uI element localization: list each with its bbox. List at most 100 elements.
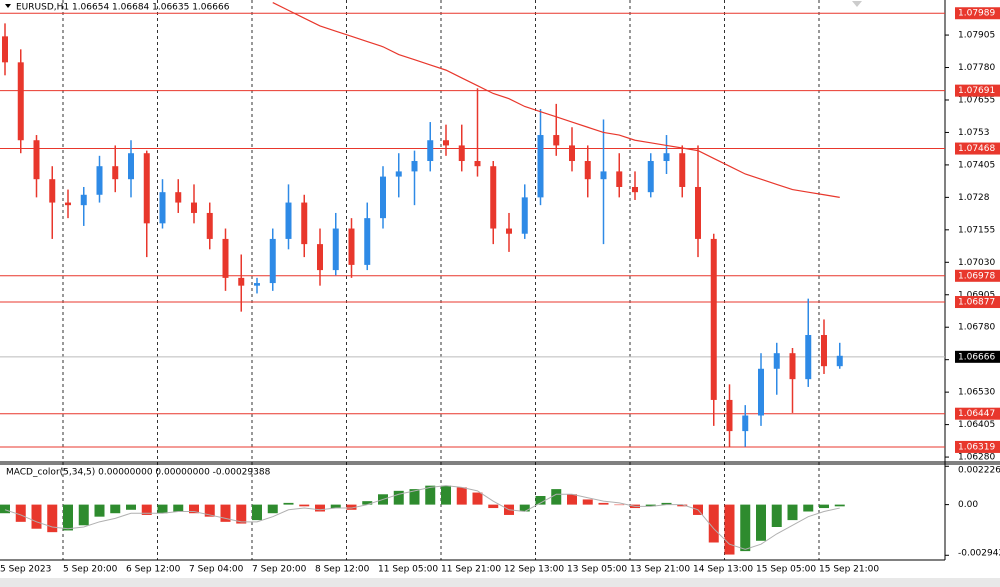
candle-body [789,353,796,380]
y-tick-label: 1.0753 [958,128,990,138]
candle-body [222,238,229,278]
y-tick-label: 1.07155 [958,225,995,235]
candle-body [773,353,780,369]
candle-body [65,202,71,206]
histogram-bar [267,504,278,514]
histogram-bar [346,504,357,510]
candle-body [805,335,812,380]
histogram-bar [393,490,404,505]
level-label-box [955,7,1000,20]
y-tick-label: 0.00 [958,500,978,510]
histogram-bar [567,494,577,505]
histogram-bar [315,504,325,512]
y-tick-label: 1.07780 [958,63,995,73]
candle-body [128,153,134,180]
scroll-arrow[interactable] [852,1,862,7]
candle-body [584,161,591,180]
y-tick-label: 1.06530 [958,388,995,398]
histogram-bar [362,501,373,505]
x-tick-label: 11 Sep 05:00 [378,565,438,575]
level-label: 1.06447 [958,409,995,419]
candle-body [521,197,528,234]
last-price-box [955,350,1000,363]
x-tick-label: 13 Sep 21:00 [630,565,690,575]
level-label: 1.07691 [958,86,995,96]
x-tick-label: 7 Sep 20:00 [252,565,307,575]
level-label: 1.06978 [958,271,995,281]
histogram-bar [756,504,766,541]
level-label-box [955,440,1000,453]
candle-body [679,153,686,187]
candle-body [821,335,827,367]
x-tick-label: 11 Sep 21:00 [441,565,501,575]
y-tick-label: 1.06780 [958,323,995,333]
level-label: 1.07468 [958,144,995,154]
candle-body [96,166,103,195]
y-tick-label: 1.06405 [958,420,995,430]
candle-body [395,171,402,177]
y-tick-label: 1.06905 [958,290,995,300]
histogram-bar [110,504,121,514]
histogram-bar [0,504,10,514]
histogram-bar [189,504,199,514]
x-tick-label: 8 Sep 12:00 [315,565,370,575]
chart-title: EURUSD,H1 1.06654 1.06684 1.06635 1.0666… [16,3,230,13]
x-tick-label: 5 Sep 2023 [0,565,51,575]
histogram-bar [236,504,247,524]
x-tick-label: 15 Sep 05:00 [756,565,816,575]
histogram-bar [94,504,105,517]
candle-body [553,135,560,146]
histogram-bar [409,489,420,505]
histogram-bar [488,504,499,509]
candle-body [458,145,465,162]
candle-body [254,283,260,286]
y-tick-label: 1.07655 [958,95,995,105]
candle-body [474,161,481,167]
histogram-bar [771,504,782,527]
candle-body [758,368,764,416]
candle-body [663,153,670,162]
histogram-bar [661,502,672,505]
level-label: 1.06319 [958,442,995,452]
x-tick-label: 6 Sep 12:00 [126,565,181,575]
candle-body [695,186,701,239]
candle-body [443,140,449,146]
menu-arrow[interactable] [5,4,11,8]
histogram-bar [299,504,310,507]
candle-body [285,202,292,239]
histogram-bar [708,504,719,543]
level-label-box [955,296,1000,309]
candle-body [647,161,654,193]
histogram-bar [63,504,73,531]
candle-body [490,166,497,229]
candle-body [206,212,213,239]
last-price-label: 1.06666 [958,352,995,362]
histogram-bar [472,492,483,505]
x-tick-label: 5 Sep 20:00 [63,565,118,575]
candle-body [348,228,355,265]
x-tick-label: 12 Sep 13:00 [504,565,564,575]
histogram-bar [834,504,845,507]
plot: 1.07905 1.07780 1.07655 1.0753 1.07405 1.0728… [0,0,1000,575]
candle-body [301,202,308,245]
candle-body [269,238,276,284]
candle-body [710,238,717,400]
x-tick-label: 13 Sep 05:00 [567,565,627,575]
histogram-bar [598,502,609,505]
tab-bar [0,578,1000,587]
histogram-bar [724,504,735,555]
level-label-box [955,407,1000,420]
candle-body [33,140,40,180]
level-label: 1.07989 [958,9,995,19]
y-tick-label: 1.07405 [958,160,995,170]
histogram-bar [330,504,341,509]
candle-body [506,228,512,234]
histogram-bar [519,504,530,512]
level-label-box [955,269,1000,282]
histogram-bar [141,504,152,515]
candle-body [411,161,418,172]
candle-body [17,62,24,141]
candle-body [143,153,150,224]
